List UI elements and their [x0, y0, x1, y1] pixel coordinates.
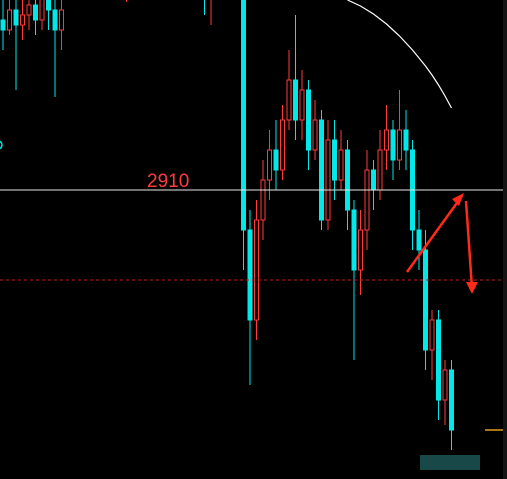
- candle-body: [273, 149, 279, 171]
- arrow: [464, 200, 474, 289]
- candle-body: [423, 249, 428, 351]
- candle-body: [429, 319, 435, 351]
- candle-body: [384, 129, 389, 151]
- candle-body: [351, 209, 357, 271]
- candle-body: [20, 14, 25, 26]
- candle-body: [286, 79, 292, 121]
- candle-body: [293, 79, 298, 121]
- arrow: [405, 195, 464, 273]
- candle-body: [59, 9, 64, 31]
- candle-body: [299, 89, 305, 121]
- candle-body: [267, 149, 272, 181]
- arrow-head: [452, 193, 464, 206]
- candle-body: [325, 139, 331, 221]
- candle-body: [312, 119, 318, 151]
- candle-body: [371, 169, 376, 191]
- candle-body: [345, 149, 350, 211]
- candle-body: [364, 169, 370, 231]
- candle-body: [338, 149, 344, 181]
- candle-body: [306, 89, 311, 151]
- marker: [0, 140, 3, 150]
- candle-body: [254, 219, 259, 321]
- candle-body: [416, 229, 422, 251]
- candle-body: [319, 119, 324, 221]
- scrollbar: [503, 0, 507, 479]
- candle-body: [241, 0, 246, 231]
- candle-body: [39, 0, 45, 21]
- candle-body: [26, 4, 32, 16]
- candle-body: [358, 229, 363, 271]
- candle-body: [280, 119, 285, 171]
- plot-area: [0, 0, 454, 450]
- candle-body: [390, 129, 396, 161]
- blur-box: [420, 455, 480, 470]
- price-label: 2910: [147, 171, 189, 192]
- candle-body: [33, 4, 38, 21]
- candle-body: [397, 129, 402, 161]
- candle-body: [13, 9, 19, 26]
- candle-body: [7, 9, 12, 31]
- candle-body: [403, 129, 409, 151]
- candle-body: [260, 179, 266, 221]
- candle-body: [247, 229, 253, 321]
- candle-body: [52, 9, 58, 31]
- candle-body: [377, 149, 383, 191]
- candle-body: [332, 139, 337, 181]
- candle-body: [0, 19, 6, 31]
- ma-line: [347, 0, 453, 109]
- candle-body: [442, 369, 448, 401]
- candle-body: [449, 369, 454, 431]
- candle-body: [436, 319, 441, 401]
- candle-body: [46, 0, 51, 11]
- arrow-head: [466, 282, 478, 294]
